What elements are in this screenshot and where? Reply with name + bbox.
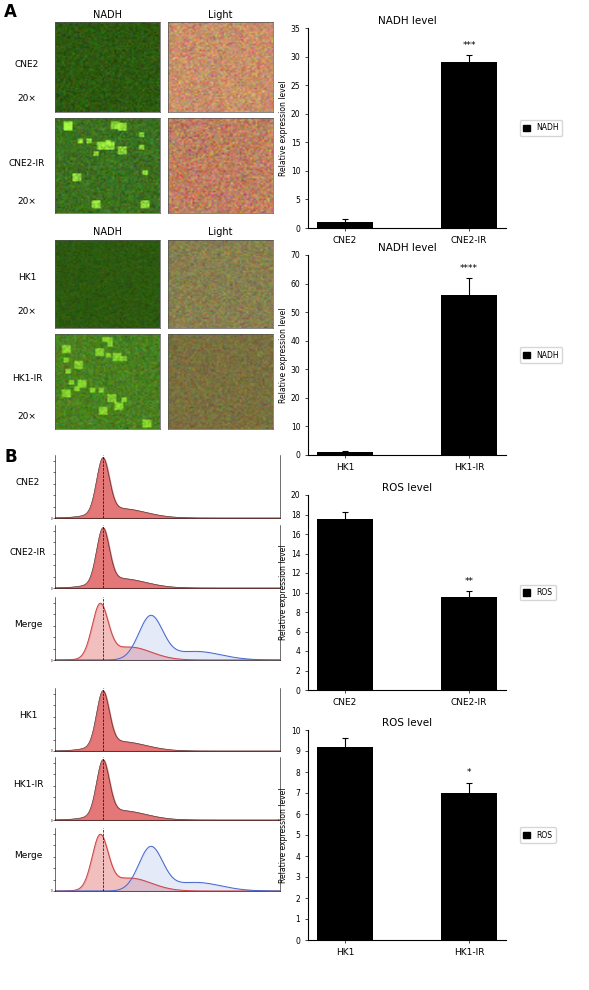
Bar <box>441 62 497 228</box>
Text: CNE2-IR: CNE2-IR <box>10 548 46 557</box>
Text: *: * <box>467 768 471 777</box>
Legend: NADH: NADH <box>519 121 562 136</box>
Text: HK1: HK1 <box>19 711 37 720</box>
Text: 20×: 20× <box>18 412 37 421</box>
Title: NADH level: NADH level <box>378 16 436 26</box>
Bar <box>317 223 373 228</box>
Text: A: A <box>4 3 17 21</box>
Text: HK1-IR: HK1-IR <box>13 780 43 789</box>
Text: 20×: 20× <box>18 94 37 103</box>
Legend: ROS: ROS <box>519 585 555 600</box>
Text: 20×: 20× <box>18 197 37 206</box>
Text: Merge: Merge <box>14 620 42 629</box>
Bar <box>441 597 497 690</box>
Text: NADH: NADH <box>93 10 122 20</box>
Text: 20×: 20× <box>18 307 37 316</box>
Title: NADH level: NADH level <box>378 243 436 252</box>
Legend: ROS: ROS <box>519 828 555 842</box>
Text: HK1-IR: HK1-IR <box>12 374 42 383</box>
Text: **: ** <box>465 576 474 586</box>
Y-axis label: Relative expression level: Relative expression level <box>279 787 288 883</box>
Text: Light: Light <box>209 227 233 237</box>
Text: ****: **** <box>460 264 478 273</box>
Y-axis label: Relative expression level: Relative expression level <box>279 80 288 176</box>
Bar <box>317 452 373 455</box>
Bar <box>317 520 373 690</box>
Text: CNE2: CNE2 <box>15 60 39 69</box>
Text: Merge: Merge <box>14 851 42 860</box>
Text: CNE2: CNE2 <box>16 478 40 487</box>
Y-axis label: Relative expression level: Relative expression level <box>279 544 288 641</box>
Text: NADH: NADH <box>93 227 122 237</box>
Bar <box>317 746 373 940</box>
Y-axis label: Relative expression level: Relative expression level <box>279 307 288 403</box>
Text: ***: *** <box>462 42 476 50</box>
Text: B: B <box>4 448 16 466</box>
Legend: NADH: NADH <box>519 347 562 362</box>
Text: CNE2-IR: CNE2-IR <box>9 158 45 167</box>
Title: ROS level: ROS level <box>382 483 432 493</box>
Bar <box>441 295 497 455</box>
Title: ROS level: ROS level <box>382 718 432 728</box>
Bar <box>441 793 497 940</box>
Text: HK1: HK1 <box>18 273 36 282</box>
Text: Light: Light <box>209 10 233 20</box>
